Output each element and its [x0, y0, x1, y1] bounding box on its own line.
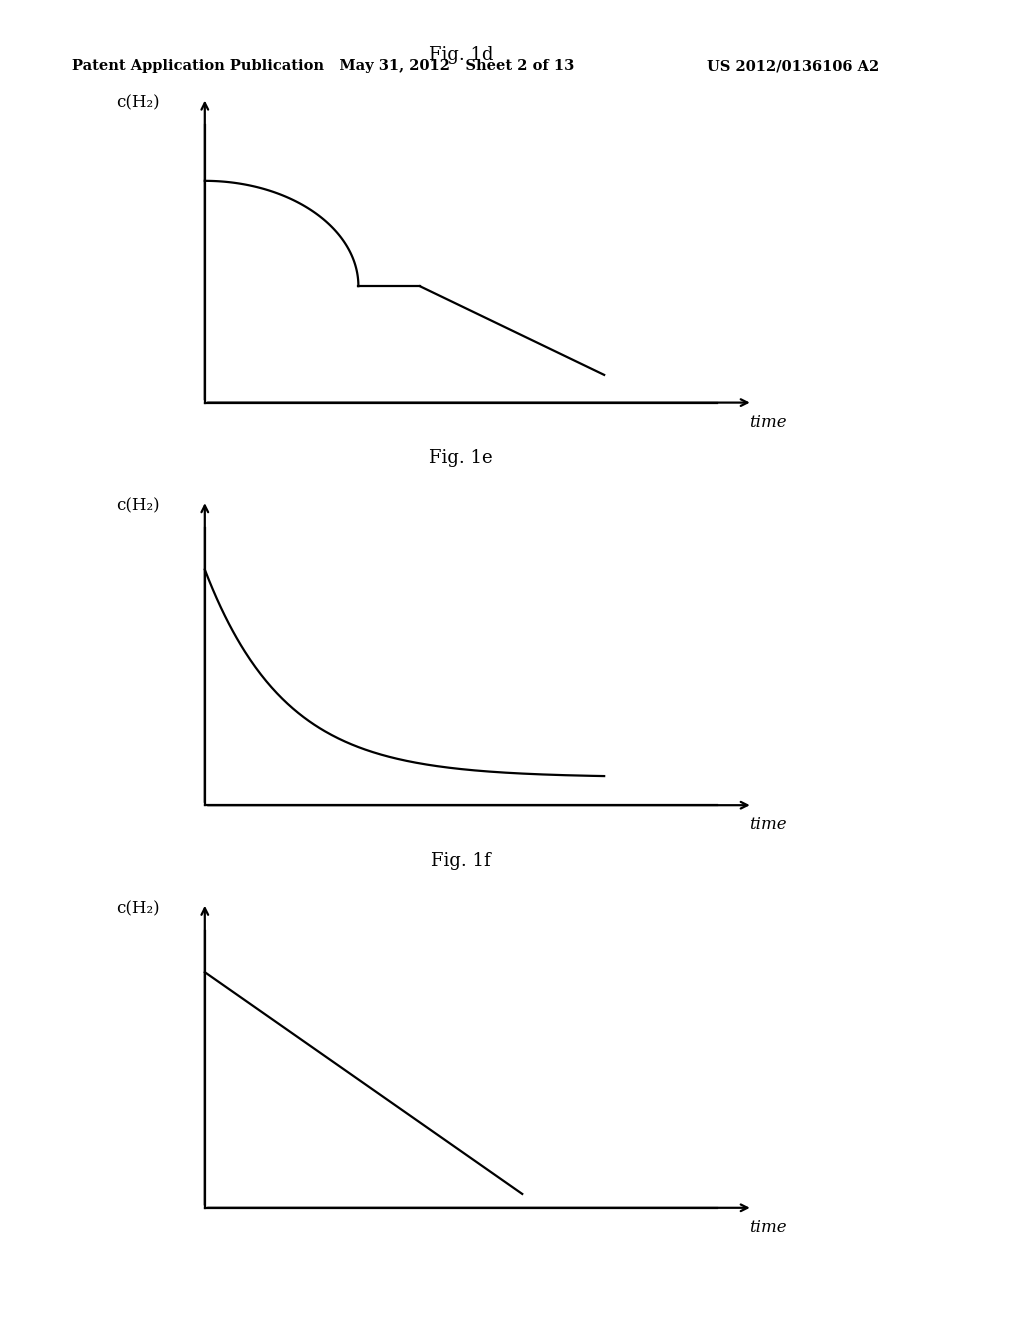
Text: Patent Application Publication   May 31, 2012   Sheet 2 of 13: Patent Application Publication May 31, 2… — [72, 59, 573, 74]
Text: time: time — [750, 1218, 786, 1236]
Text: c(H₂): c(H₂) — [117, 95, 160, 112]
Text: time: time — [750, 816, 786, 833]
Text: Fig. 1e: Fig. 1e — [429, 449, 493, 467]
Text: c(H₂): c(H₂) — [117, 900, 160, 917]
Text: US 2012/0136106 A2: US 2012/0136106 A2 — [707, 59, 879, 74]
Text: Fig. 1f: Fig. 1f — [431, 851, 490, 870]
Text: c(H₂): c(H₂) — [117, 498, 160, 515]
Text: Fig. 1d: Fig. 1d — [429, 46, 493, 65]
Text: time: time — [750, 413, 786, 430]
